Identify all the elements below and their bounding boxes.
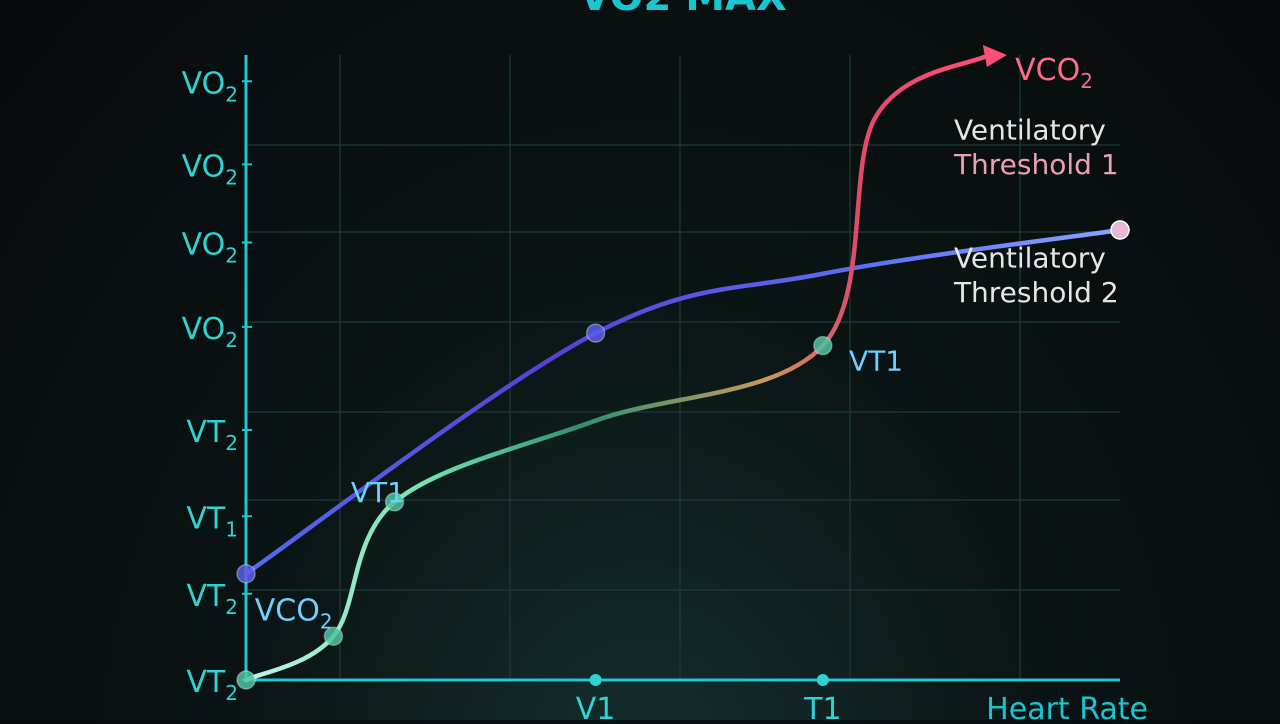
annotation-label: Threshold 1 xyxy=(953,148,1119,181)
annotation-label: Threshold 2 xyxy=(953,276,1119,309)
x-axis-label: Heart Rate xyxy=(986,692,1148,720)
y-tick-label: VO2 xyxy=(182,66,238,106)
x-tick-dot xyxy=(816,674,829,686)
annotation-label: Ventilatory xyxy=(954,242,1106,275)
series-label-vco2: VCO2 xyxy=(1015,53,1093,93)
x-tick-dot xyxy=(589,674,602,686)
y-tick-label: VO2 xyxy=(182,149,238,189)
annotation-label: VT1 xyxy=(351,476,405,509)
y-tick-label: VT2 xyxy=(186,579,238,619)
vo2-data-point xyxy=(585,323,606,343)
chart-title: VO2 MAX xyxy=(579,0,787,20)
series-label-vco2: VCO2 xyxy=(255,594,333,634)
annotation-label: VT1 xyxy=(849,345,903,378)
vo2-series-line xyxy=(243,227,1123,576)
annotation-label: Ventilatory xyxy=(954,113,1106,146)
y-tick-label: VT2 xyxy=(186,665,238,705)
y-tick-label: VT1 xyxy=(186,501,238,541)
vo2-end-point xyxy=(1110,220,1130,240)
vo2-data-point xyxy=(236,564,256,584)
grid xyxy=(246,55,1120,680)
vco2-series-line xyxy=(243,52,992,683)
y-tick-label: VO2 xyxy=(182,228,238,268)
y-tick-label: VO2 xyxy=(182,312,238,352)
vco2-data-point xyxy=(236,670,256,690)
labels: VT2 VT2 VT1 VT2 VO2 VO2 VO2 VO2 V1 T1 VT1 VT1 Ventil… xyxy=(182,53,1119,724)
x-tick-label: V1 xyxy=(576,692,616,720)
vco2-data-point xyxy=(813,335,833,356)
vco2-data-point xyxy=(323,626,344,646)
y-tick-label: VT2 xyxy=(186,415,238,455)
series xyxy=(236,45,1130,690)
vco2-data-point xyxy=(384,492,405,512)
x-tick-label: T1 xyxy=(803,692,841,720)
vco2-arrowhead xyxy=(982,45,1007,67)
